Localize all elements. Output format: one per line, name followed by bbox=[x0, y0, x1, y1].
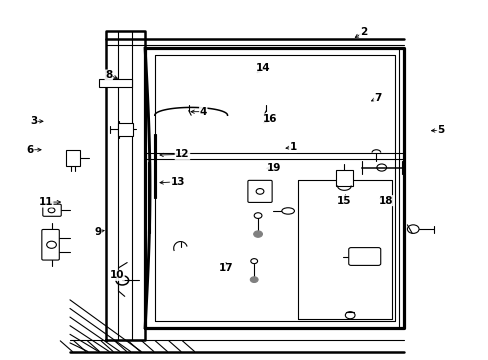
Text: 10: 10 bbox=[109, 270, 124, 280]
Text: 16: 16 bbox=[263, 114, 277, 124]
FancyBboxPatch shape bbox=[348, 248, 380, 265]
Text: 9: 9 bbox=[94, 226, 102, 237]
Bar bbox=[66, 150, 80, 166]
Text: 11: 11 bbox=[39, 197, 53, 207]
Text: 17: 17 bbox=[218, 263, 233, 273]
Text: 13: 13 bbox=[170, 177, 184, 187]
Text: 15: 15 bbox=[336, 195, 351, 206]
Text: 19: 19 bbox=[266, 163, 280, 173]
Text: 1: 1 bbox=[289, 142, 296, 152]
Bar bbox=[118, 123, 133, 136]
Text: 12: 12 bbox=[175, 149, 189, 159]
Text: 18: 18 bbox=[379, 195, 393, 206]
FancyBboxPatch shape bbox=[43, 204, 61, 216]
Text: 7: 7 bbox=[373, 93, 381, 103]
Text: 14: 14 bbox=[255, 63, 270, 73]
Circle shape bbox=[253, 231, 262, 237]
Text: 2: 2 bbox=[359, 27, 366, 37]
FancyBboxPatch shape bbox=[99, 79, 132, 87]
Text: 6: 6 bbox=[26, 145, 34, 155]
Text: 3: 3 bbox=[30, 116, 37, 126]
Text: 8: 8 bbox=[105, 70, 112, 80]
Circle shape bbox=[250, 277, 258, 283]
Text: 4: 4 bbox=[199, 107, 206, 117]
Text: 5: 5 bbox=[436, 125, 444, 135]
Ellipse shape bbox=[281, 208, 294, 214]
FancyBboxPatch shape bbox=[247, 180, 272, 202]
FancyBboxPatch shape bbox=[42, 229, 59, 260]
FancyBboxPatch shape bbox=[335, 170, 352, 186]
